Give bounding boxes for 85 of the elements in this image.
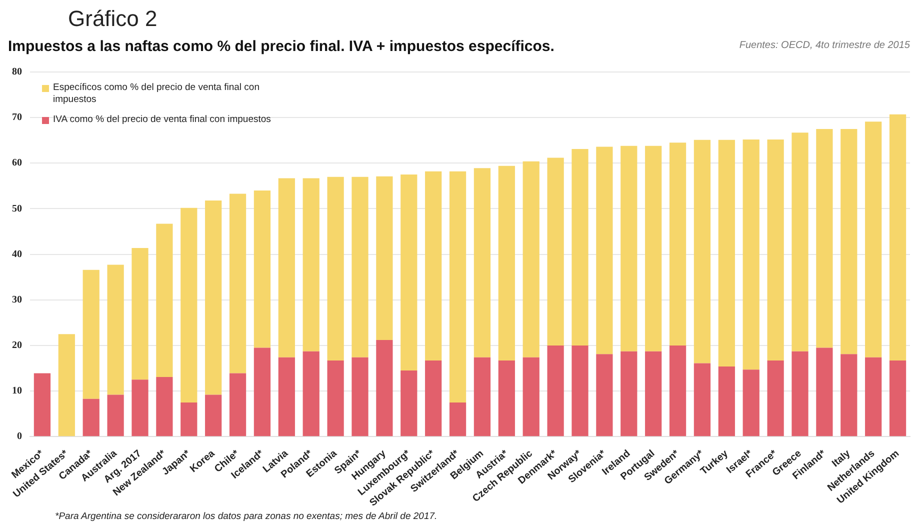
bar <box>816 128 833 348</box>
bar <box>596 354 613 436</box>
bar <box>156 224 173 377</box>
bar <box>718 140 735 366</box>
bar <box>645 146 662 352</box>
bar <box>767 139 784 361</box>
bar <box>840 354 858 436</box>
y-tick-label: 20 <box>12 340 22 352</box>
bar <box>327 360 344 436</box>
bar <box>376 340 393 436</box>
y-tick-label: 80 <box>12 66 22 78</box>
bar <box>718 366 735 436</box>
chart-subtitle: Impuestos a las naftas como % del precio final. IVA + impuestos específicos. <box>8 38 554 55</box>
bar <box>302 178 320 352</box>
bar <box>132 248 148 380</box>
bar <box>107 264 124 395</box>
bar <box>889 360 906 436</box>
source-note: Fuentes: OECD, 4to trimestre de 2015 <box>739 40 910 51</box>
bar <box>474 357 491 436</box>
bar <box>352 176 368 358</box>
bar <box>792 351 808 436</box>
bar <box>498 360 515 436</box>
bar <box>34 373 51 436</box>
y-tick-label: 60 <box>12 158 22 169</box>
bar <box>180 208 198 402</box>
bar <box>816 348 833 436</box>
bar <box>302 351 320 436</box>
bar <box>474 168 491 358</box>
bar <box>620 351 638 436</box>
bar <box>107 394 124 436</box>
bar <box>229 373 246 436</box>
bar <box>254 348 271 436</box>
bar <box>132 380 148 436</box>
bar <box>449 402 466 436</box>
bar <box>547 345 564 436</box>
bar <box>792 132 808 352</box>
bar <box>620 146 638 352</box>
bar <box>425 171 442 361</box>
bar <box>278 357 295 436</box>
bar <box>572 149 588 346</box>
bar <box>840 128 858 354</box>
bar <box>694 363 711 436</box>
bar <box>449 171 466 402</box>
y-tick-label: 50 <box>12 203 22 214</box>
bar <box>205 394 222 436</box>
bar <box>547 158 564 346</box>
bar <box>278 178 295 358</box>
bar <box>596 146 613 354</box>
bar <box>645 351 662 436</box>
bar <box>327 176 344 361</box>
bar <box>254 190 271 348</box>
bar <box>742 370 760 436</box>
text: *Para Argentina se considerararon los datos para zonas no exentas; mes de Abril de 2017. <box>55 511 438 522</box>
bar <box>767 360 784 436</box>
y-tick-label: 10 <box>12 386 22 397</box>
bar <box>400 370 418 436</box>
bar <box>522 161 540 358</box>
chart-title: Gráfico 2 <box>68 6 158 32</box>
bar <box>156 376 173 436</box>
bar <box>572 345 588 436</box>
bar <box>82 270 100 399</box>
legend-label: Específicos como % del precio de venta final con impuestos <box>53 82 260 106</box>
bar <box>58 334 75 436</box>
bar <box>669 345 686 436</box>
bar <box>865 122 882 358</box>
y-tick-label: 40 <box>12 248 22 260</box>
bar <box>229 194 246 374</box>
bar <box>694 140 711 364</box>
bar <box>82 398 100 436</box>
bar <box>669 142 686 346</box>
bar <box>180 402 198 436</box>
bar <box>352 357 368 436</box>
bar <box>400 174 418 371</box>
bar <box>498 166 515 361</box>
y-tick-label: 30 <box>12 294 22 306</box>
y-tick-label: 70 <box>12 112 22 124</box>
legend-label: IVA como % del precio de venta final con impuestos <box>53 114 271 126</box>
bar <box>376 176 393 340</box>
bar <box>205 200 222 395</box>
y-tick-label: 0 <box>17 431 22 442</box>
bar <box>865 357 882 436</box>
bar <box>425 360 442 436</box>
bar <box>742 139 760 370</box>
bar <box>889 114 906 361</box>
bar <box>522 357 540 436</box>
